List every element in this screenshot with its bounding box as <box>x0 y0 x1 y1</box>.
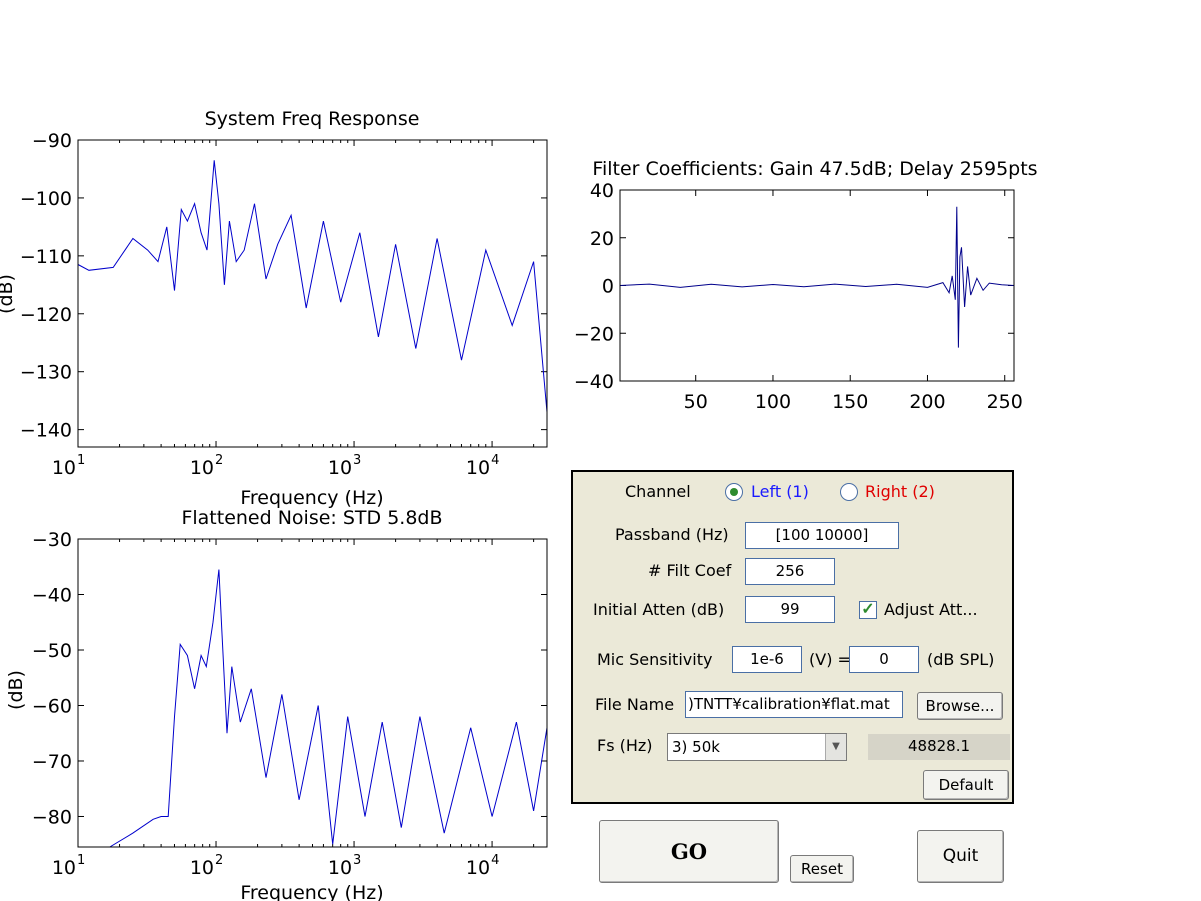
plot2-y-ticks: 40 20 0 −20 −40 <box>574 180 1014 393</box>
plot1-title: System Freq Response <box>205 108 420 130</box>
plot1-ytick-label: −140 <box>20 420 72 442</box>
plot2-xtick-label: 100 <box>755 391 791 413</box>
plot2-x-ticks: 50 100 150 200 250 <box>684 190 1023 413</box>
plot3-ytick-label: −80 <box>32 806 72 828</box>
plot1-ytick-label: −90 <box>32 130 72 152</box>
initial-atten-input[interactable]: 99 <box>745 596 835 623</box>
mic-sensitivity-input[interactable]: 1e-6 <box>732 646 802 673</box>
file-name-label: File Name <box>595 695 675 714</box>
plot3-x-ticks: 10 1 10 2 10 3 10 4 <box>52 539 535 879</box>
plot3-xtick-exponent: 2 <box>215 853 223 868</box>
plot3-xtick-base: 10 <box>328 857 352 879</box>
plot1-xlabel: Frequency (Hz) <box>240 487 383 509</box>
plot1-xtick-base: 10 <box>328 457 352 479</box>
plot3-title: Flattened Noise: STD 5.8dB <box>181 507 442 529</box>
plot3-xtick-exponent: 1 <box>77 853 85 868</box>
plot1-xtick-base: 10 <box>52 457 76 479</box>
filt-coef-label: # Filt Coef <box>648 561 732 580</box>
plot2-xtick-label: 200 <box>909 391 945 413</box>
plot2-ytick-label: −40 <box>574 371 614 393</box>
plot1-xtick-base: 10 <box>466 457 490 479</box>
settings-panel: Channel Left (1) Right (2) Passband (Hz)… <box>571 470 1014 804</box>
plot1-xtick-exponent: 1 <box>77 453 85 468</box>
plot3-series-line <box>109 569 548 848</box>
go-button[interactable]: GO <box>599 820 779 883</box>
flattened-noise-plot: Flattened Noise: STD 5.8dB −30−40−50−60−… <box>5 507 548 901</box>
channel-label: Channel <box>625 482 691 501</box>
plot1-xtick-exponent: 2 <box>215 453 223 468</box>
plot2-title: Filter Coefficients: Gain 47.5dB; Delay … <box>592 158 1037 180</box>
adjust-att-label[interactable]: Adjust Att... <box>884 600 978 619</box>
plot1-xtick-base: 10 <box>190 457 214 479</box>
plot3-axes-box <box>77 538 548 848</box>
plot2-axes-box <box>619 189 1015 382</box>
spl-label: (dB SPL) <box>927 650 995 669</box>
plot3-ytick-label: −60 <box>32 695 72 717</box>
filter-coefficients-plot: Filter Coefficients: Gain 47.5dB; Delay … <box>574 158 1038 413</box>
fs-readout: 48828.1 <box>868 734 1010 760</box>
plot3-xtick-exponent: 4 <box>491 853 499 868</box>
right-channel-label[interactable]: Right (2) <box>865 482 935 501</box>
fs-select-value: 3) 50k <box>672 738 720 756</box>
plot3-xtick-base: 10 <box>52 857 76 879</box>
right-channel-radio[interactable] <box>840 483 858 501</box>
plot3-y-ticks: −30 −40 −50 −60 −70 −80 <box>32 529 547 828</box>
plot3-ytick-label: −40 <box>32 584 72 606</box>
adjust-att-checkbox[interactable]: ✓ <box>859 601 877 619</box>
plot1-ytick-label: −130 <box>20 362 72 384</box>
plot2-ytick-label: −20 <box>574 323 614 345</box>
passband-input[interactable]: [100 10000] <box>745 522 899 549</box>
plot2-xtick-label: 250 <box>987 391 1023 413</box>
spl-input[interactable]: 0 <box>849 646 919 673</box>
file-name-input[interactable]: )TNTT¥calibration¥flat.mat <box>685 691 903 718</box>
fs-label: Fs (Hz) <box>597 736 653 755</box>
plot2-xtick-label: 50 <box>684 391 708 413</box>
passband-label: Passband (Hz) <box>615 525 729 544</box>
volt-equals-label: (V) = <box>809 650 851 669</box>
reset-button[interactable]: Reset <box>790 855 854 883</box>
initial-atten-label: Initial Atten (dB) <box>593 600 725 619</box>
plot1-ytick-label: −120 <box>20 304 72 326</box>
plot1-xtick-exponent: 4 <box>491 453 499 468</box>
plot1-x-ticks: 10 1 10 2 10 3 10 4 <box>52 140 535 479</box>
fs-select[interactable]: 3) 50k ▼ <box>667 733 847 761</box>
plot3-xlabel: Frequency (Hz) <box>240 882 383 901</box>
plot1-ylabel: (dB) <box>0 274 17 314</box>
filt-coef-input[interactable]: 256 <box>745 558 835 585</box>
plot3-xtick-base: 10 <box>190 857 214 879</box>
plot1-ytick-label: −110 <box>20 246 72 268</box>
plot2-series-line <box>619 206 1015 348</box>
plot3-ylabel: (dB) <box>5 670 27 710</box>
plot3-ytick-label: −30 <box>32 529 72 551</box>
chevron-down-icon[interactable]: ▼ <box>825 734 846 760</box>
left-channel-radio[interactable] <box>725 483 743 501</box>
plot3-ytick-label: −50 <box>32 640 72 662</box>
system-freq-response-plot: System Freq Response −90 −100 −110 −120 −130… <box>0 108 548 509</box>
plot2-ytick-label: 20 <box>590 228 614 250</box>
plot2-xtick-label: 150 <box>832 391 868 413</box>
plot3-ytick-label: −70 <box>32 751 72 773</box>
plot3-xtick-exponent: 3 <box>353 853 361 868</box>
default-button[interactable]: Default <box>923 770 1009 800</box>
plot2-ytick-label: 0 <box>602 276 614 298</box>
plot2-ytick-label: 40 <box>590 180 614 202</box>
plot1-ytick-label: −100 <box>20 188 72 210</box>
mic-sensitivity-label: Mic Sensitivity <box>597 650 713 669</box>
plot1-series-line <box>77 160 548 413</box>
plot1-xtick-exponent: 3 <box>353 453 361 468</box>
quit-button[interactable]: Quit <box>917 830 1004 883</box>
left-channel-label[interactable]: Left (1) <box>751 482 809 501</box>
browse-button[interactable]: Browse... <box>917 692 1003 720</box>
plot3-xtick-base: 10 <box>466 857 490 879</box>
plot1-axes-box <box>77 139 548 448</box>
plot1-y-ticks: −90 −100 −110 −120 −130 −140 <box>20 130 547 442</box>
